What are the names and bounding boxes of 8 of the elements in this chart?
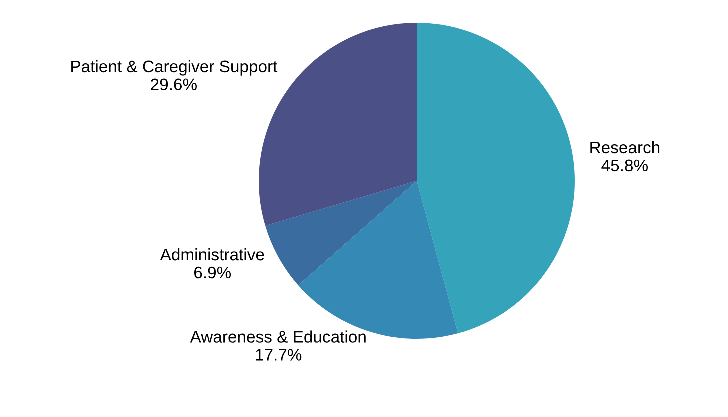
- data-label: 29.6%: [151, 78, 197, 91]
- data-label: 17.7%: [256, 349, 302, 361]
- data-label: 6.9%: [194, 266, 232, 279]
- slice-label: Patient & Caregiver Support: [72, 60, 278, 76]
- slice-label: Awareness & Education: [190, 330, 366, 343]
- slice-label: Research: [590, 141, 660, 154]
- data-label: 45.8%: [602, 160, 648, 172]
- slice-label: Administrative: [160, 248, 264, 261]
